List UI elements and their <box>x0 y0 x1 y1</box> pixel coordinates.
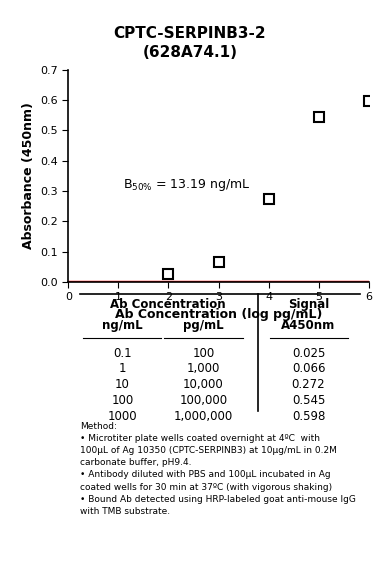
Y-axis label: Absorbance (450nm): Absorbance (450nm) <box>22 102 35 249</box>
Text: pg/mL: pg/mL <box>183 319 224 332</box>
Text: 100,000: 100,000 <box>179 394 228 407</box>
Text: 100: 100 <box>192 347 215 360</box>
Text: 1: 1 <box>119 362 126 375</box>
Text: 0.066: 0.066 <box>292 362 325 375</box>
Text: 0.1: 0.1 <box>113 347 132 360</box>
Text: CPTC-SERPINB3-2: CPTC-SERPINB3-2 <box>114 26 266 41</box>
Text: 10,000: 10,000 <box>183 378 224 391</box>
Text: (628A74.1): (628A74.1) <box>142 45 238 60</box>
Text: 0.272: 0.272 <box>292 378 325 391</box>
Text: 1,000: 1,000 <box>187 362 220 375</box>
Text: 0.025: 0.025 <box>292 347 325 360</box>
Text: ng/mL: ng/mL <box>102 319 143 332</box>
Text: A450nm: A450nm <box>282 319 336 332</box>
Text: 0.598: 0.598 <box>292 409 325 422</box>
Text: B$_{50\%}$ = 13.19 ng/mL: B$_{50\%}$ = 13.19 ng/mL <box>124 177 251 193</box>
Text: 10: 10 <box>115 378 130 391</box>
Text: 0.545: 0.545 <box>292 394 325 407</box>
Text: 100: 100 <box>111 394 133 407</box>
X-axis label: Ab Concentration (log pg/mL): Ab Concentration (log pg/mL) <box>115 308 322 321</box>
Text: Ab Concentration: Ab Concentration <box>110 299 225 311</box>
Text: Method:
• Microtiter plate wells coated overnight at 4ºC  with
100µL of Ag 10350: Method: • Microtiter plate wells coated … <box>81 422 356 516</box>
Text: 1,000,000: 1,000,000 <box>174 409 233 422</box>
Text: 1000: 1000 <box>108 409 137 422</box>
Text: Signal: Signal <box>288 299 329 311</box>
